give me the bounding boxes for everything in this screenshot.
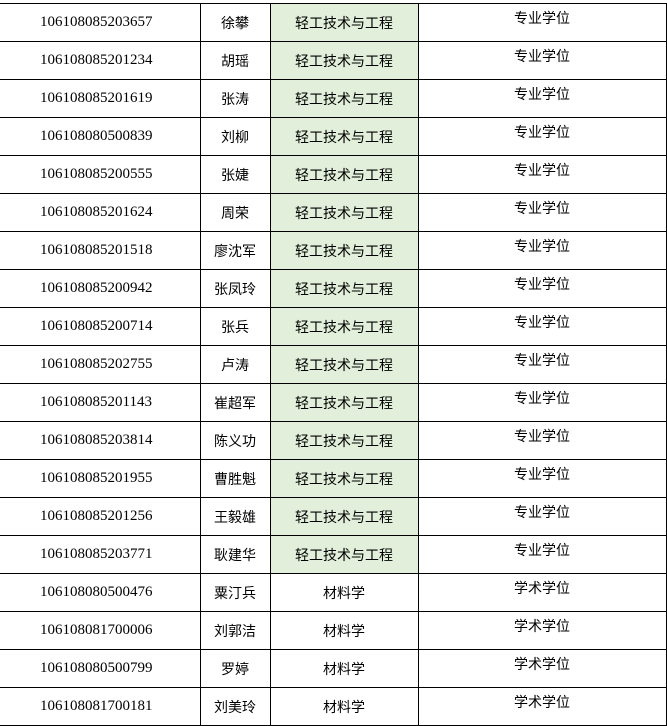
student-id: 106108085201955 xyxy=(0,459,201,498)
degree-type: 学术学位 xyxy=(417,687,667,726)
table-row: 106108085203814 陈义功 轻工技术与工程 专业学位 xyxy=(0,421,667,460)
student-id: 106108081700181 xyxy=(0,687,201,726)
table-row: 106108080500476 粟汀兵 材料学 学术学位 xyxy=(0,573,667,612)
degree-type: 专业学位 xyxy=(417,117,667,156)
major: 轻工技术与工程 xyxy=(269,383,419,422)
major: 轻工技术与工程 xyxy=(269,459,419,498)
major: 轻工技术与工程 xyxy=(269,421,419,460)
major: 轻工技术与工程 xyxy=(269,535,419,574)
major: 轻工技术与工程 xyxy=(269,3,419,42)
student-id: 106108085202755 xyxy=(0,345,201,384)
page: {"table": {"rows": [ ["106108085203657",… xyxy=(0,3,667,726)
major: 轻工技术与工程 xyxy=(269,231,419,270)
degree-type: 学术学位 xyxy=(417,611,667,650)
student-name: 张兵 xyxy=(199,307,271,346)
major: 轻工技术与工程 xyxy=(269,497,419,536)
major: 轻工技术与工程 xyxy=(269,269,419,308)
degree-type: 专业学位 xyxy=(417,535,667,574)
student-name: 张凤玲 xyxy=(199,269,271,308)
major: 轻工技术与工程 xyxy=(269,307,419,346)
student-name: 刘柳 xyxy=(199,117,271,156)
table-row: 106108085201624 周荣 轻工技术与工程 专业学位 xyxy=(0,193,667,232)
student-id: 106108080500476 xyxy=(0,573,201,612)
student-name: 崔超军 xyxy=(199,383,271,422)
major: 轻工技术与工程 xyxy=(269,155,419,194)
degree-type: 专业学位 xyxy=(417,41,667,80)
student-name: 刘郭洁 xyxy=(199,611,271,650)
table-row: 106108085201955 曹胜魁 轻工技术与工程 专业学位 xyxy=(0,459,667,498)
student-name: 张涛 xyxy=(199,79,271,118)
student-id: 106108085201624 xyxy=(0,193,201,232)
major: 轻工技术与工程 xyxy=(269,41,419,80)
student-name: 周荣 xyxy=(199,193,271,232)
student-id: 106108085203657 xyxy=(0,3,201,42)
degree-type: 专业学位 xyxy=(417,307,667,346)
major: 轻工技术与工程 xyxy=(269,193,419,232)
degree-type: 专业学位 xyxy=(417,231,667,270)
degree-type: 专业学位 xyxy=(417,383,667,422)
student-name: 胡瑶 xyxy=(199,41,271,80)
student-name: 耿建华 xyxy=(199,535,271,574)
table-row: 106108081700181 刘美玲 材料学 学术学位 xyxy=(0,687,667,726)
table-row: 106108085203771 耿建华 轻工技术与工程 专业学位 xyxy=(0,535,667,574)
major: 轻工技术与工程 xyxy=(269,345,419,384)
student-name: 廖沈军 xyxy=(199,231,271,270)
major: 轻工技术与工程 xyxy=(269,79,419,118)
student-id: 106108080500799 xyxy=(0,649,201,688)
major: 材料学 xyxy=(269,649,419,688)
student-id: 106108085203814 xyxy=(0,421,201,460)
degree-type: 专业学位 xyxy=(417,155,667,194)
student-id: 106108085200555 xyxy=(0,155,201,194)
student-name: 王毅雄 xyxy=(199,497,271,536)
student-name: 卢涛 xyxy=(199,345,271,384)
student-id: 106108085201256 xyxy=(0,497,201,536)
major: 材料学 xyxy=(269,573,419,612)
student-id: 106108080500839 xyxy=(0,117,201,156)
student-id: 106108085201143 xyxy=(0,383,201,422)
degree-type: 专业学位 xyxy=(417,497,667,536)
student-name: 陈义功 xyxy=(199,421,271,460)
table-row: 106108085203657 徐攀 轻工技术与工程 专业学位 xyxy=(0,3,667,42)
table-row: 106108081700006 刘郭洁 材料学 学术学位 xyxy=(0,611,667,650)
table-row: 106108085201143 崔超军 轻工技术与工程 专业学位 xyxy=(0,383,667,422)
table-row: 106108080500799 罗婷 材料学 学术学位 xyxy=(0,649,667,688)
degree-type: 学术学位 xyxy=(417,573,667,612)
degree-type: 专业学位 xyxy=(417,3,667,42)
table-row: 106108085200714 张兵 轻工技术与工程 专业学位 xyxy=(0,307,667,346)
degree-type: 专业学位 xyxy=(417,459,667,498)
degree-type: 专业学位 xyxy=(417,79,667,118)
student-id: 106108081700006 xyxy=(0,611,201,650)
student-id: 106108085201518 xyxy=(0,231,201,270)
student-id: 106108085200942 xyxy=(0,269,201,308)
student-id: 106108085201234 xyxy=(0,41,201,80)
degree-type: 专业学位 xyxy=(417,193,667,232)
major: 材料学 xyxy=(269,687,419,726)
degree-type: 学术学位 xyxy=(417,649,667,688)
student-id: 106108085201619 xyxy=(0,79,201,118)
table-row: 106108085201619 张涛 轻工技术与工程 专业学位 xyxy=(0,79,667,118)
student-name: 曹胜魁 xyxy=(199,459,271,498)
student-table: 106108085203657 徐攀 轻工技术与工程 专业学位 106108085201… xyxy=(0,3,667,726)
major: 材料学 xyxy=(269,611,419,650)
student-name: 罗婷 xyxy=(199,649,271,688)
student-name: 徐攀 xyxy=(199,3,271,42)
table-row: 106108085200942 张凤玲 轻工技术与工程 专业学位 xyxy=(0,269,667,308)
student-name: 张婕 xyxy=(199,155,271,194)
degree-type: 专业学位 xyxy=(417,269,667,308)
student-name: 粟汀兵 xyxy=(199,573,271,612)
table-row: 106108085202755 卢涛 轻工技术与工程 专业学位 xyxy=(0,345,667,384)
table-row: 106108085201518 廖沈军 轻工技术与工程 专业学位 xyxy=(0,231,667,270)
degree-type: 专业学位 xyxy=(417,421,667,460)
student-id: 106108085200714 xyxy=(0,307,201,346)
degree-type: 专业学位 xyxy=(417,345,667,384)
student-id: 106108085203771 xyxy=(0,535,201,574)
student-name: 刘美玲 xyxy=(199,687,271,726)
major: 轻工技术与工程 xyxy=(269,117,419,156)
table-row: 106108085201234 胡瑶 轻工技术与工程 专业学位 xyxy=(0,41,667,80)
table-row: 106108085200555 张婕 轻工技术与工程 专业学位 xyxy=(0,155,667,194)
table-row: 106108080500839 刘柳 轻工技术与工程 专业学位 xyxy=(0,117,667,156)
table-row: 106108085201256 王毅雄 轻工技术与工程 专业学位 xyxy=(0,497,667,536)
